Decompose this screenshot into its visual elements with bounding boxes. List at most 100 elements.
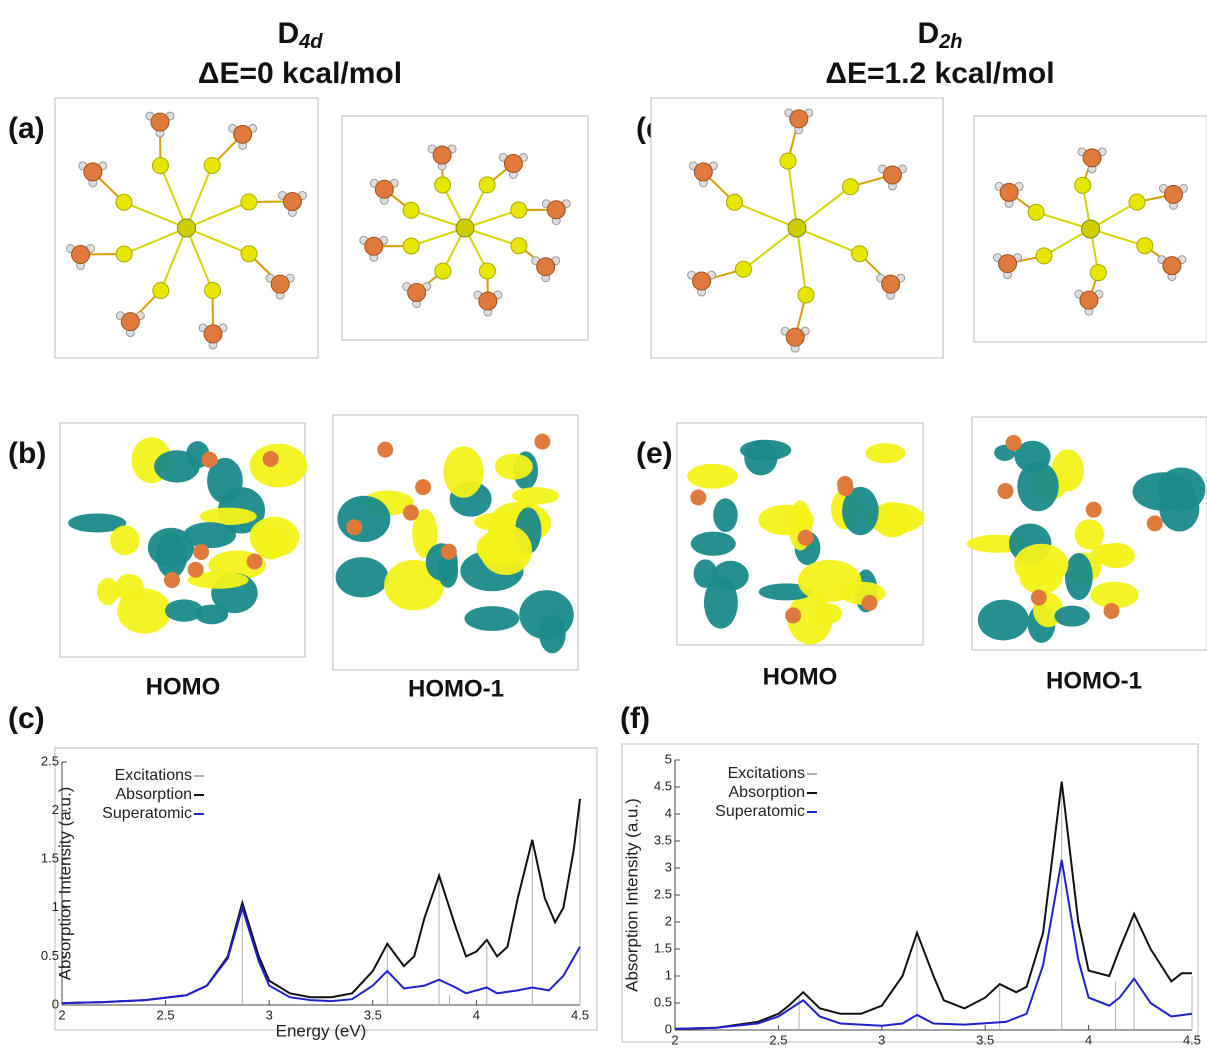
metal: [1085, 501, 1102, 518]
metal: [402, 504, 419, 521]
orbital-label: HOMO-1: [408, 675, 504, 702]
bond: [796, 227, 807, 296]
lobe: [183, 522, 236, 549]
metal: [187, 561, 204, 578]
lobe: [1097, 542, 1135, 569]
lobe: [335, 557, 389, 598]
legend-label: Excitations: [115, 767, 192, 784]
lobe: [758, 504, 814, 536]
metal: [1079, 290, 1099, 310]
sulfur: [1074, 176, 1092, 194]
lobe: [249, 443, 308, 488]
lobe: [195, 604, 229, 625]
metal: [346, 519, 363, 536]
metal: [785, 327, 805, 347]
sulfur: [402, 201, 420, 219]
lobe: [511, 487, 560, 505]
y-axis-label: Absorption Intensity (a.u.): [622, 798, 641, 992]
sulfur: [434, 176, 452, 194]
y-tick-label: 1.5: [654, 940, 672, 955]
panel-label: (a): [8, 112, 45, 145]
y-tick-label: 2.5: [41, 753, 59, 768]
sulfur: [797, 286, 815, 304]
metal: [693, 162, 713, 182]
sulfur: [510, 201, 528, 219]
lobe: [443, 446, 484, 498]
legend-label: Absorption: [116, 786, 193, 803]
lobe: [187, 571, 249, 589]
bond: [796, 227, 860, 255]
lobe: [154, 450, 200, 483]
lobe: [164, 599, 203, 622]
metal: [150, 112, 170, 132]
lobe: [539, 614, 566, 654]
metal: [203, 324, 223, 344]
spectrum-line: [674, 781, 1192, 1030]
lobe: [797, 559, 862, 602]
panel-label: (b): [8, 437, 46, 470]
energy: ΔE=1.2 kcal/mol: [825, 57, 1054, 90]
center-atom: [787, 218, 807, 238]
orbital-label: HOMO: [146, 673, 221, 700]
orbital-label: HOMO-1: [1046, 667, 1142, 694]
metal: [861, 594, 878, 611]
y-tick-label: 0: [52, 996, 59, 1011]
sulfur: [1089, 264, 1107, 282]
bond: [734, 201, 798, 229]
sulfur: [402, 237, 420, 255]
metal: [690, 489, 707, 506]
y-tick-label: 5: [665, 751, 672, 766]
x-tick-label: 3.5: [364, 1007, 382, 1022]
metal: [71, 245, 91, 265]
metal: [881, 274, 901, 294]
metal: [999, 182, 1019, 202]
metal: [440, 543, 457, 560]
sulfur: [240, 245, 258, 263]
lobe: [479, 524, 533, 576]
x-axis-label: Energy (eV): [888, 1046, 979, 1049]
sulfur: [510, 237, 528, 255]
lobe: [693, 559, 718, 588]
lobe: [687, 463, 738, 489]
sulfur: [203, 156, 221, 174]
metal: [270, 274, 290, 294]
metal: [415, 479, 432, 496]
lobe: [117, 588, 172, 634]
bond: [186, 201, 250, 229]
y-tick-label: 0: [665, 1021, 672, 1036]
y-tick-label: 3.5: [654, 832, 672, 847]
lobe: [249, 516, 300, 558]
lobe: [977, 599, 1029, 641]
x-tick-label: 4.5: [571, 1007, 589, 1022]
metal: [282, 191, 302, 211]
metal: [1030, 589, 1047, 606]
lobe: [1090, 581, 1139, 609]
lobe: [337, 495, 391, 543]
right-header: D2h: [917, 17, 962, 53]
bond: [123, 227, 187, 255]
metal: [262, 450, 279, 467]
x-tick-label: 2.5: [157, 1007, 175, 1022]
sulfur: [1035, 247, 1053, 265]
metal: [998, 254, 1018, 274]
lobe: [842, 486, 879, 536]
lobe: [68, 513, 127, 533]
legend-label: Absorption: [729, 784, 806, 801]
bond: [159, 165, 188, 229]
lobe: [412, 509, 438, 558]
x-tick-label: 2.5: [769, 1032, 787, 1047]
metal: [882, 165, 902, 185]
sulfur: [1027, 203, 1045, 221]
y-tick-label: 4: [665, 805, 672, 820]
energy: ΔE=0 kcal/mol: [198, 57, 402, 90]
metal: [789, 109, 809, 129]
spectrum-line: [61, 904, 581, 1005]
metal: [364, 236, 384, 256]
sulfur: [842, 178, 860, 196]
panel-label: (e): [636, 437, 673, 470]
lobe: [865, 443, 906, 464]
orbital-label: HOMO: [763, 663, 838, 690]
bond: [186, 227, 250, 255]
x-tick-label: 4: [1085, 1032, 1092, 1047]
